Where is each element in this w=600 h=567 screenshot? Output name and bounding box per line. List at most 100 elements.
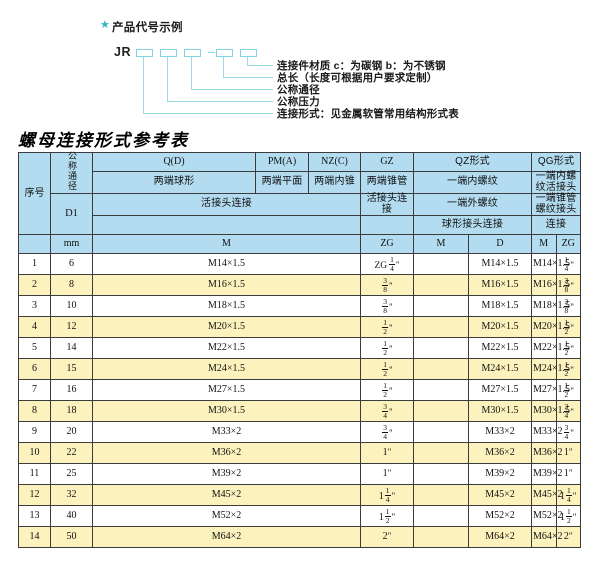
header-unit-mm: mm [50, 234, 93, 254]
header-row-desc: 两端球形 两端平面 两端内锥 两端锥管 一端内螺纹 一端内螺纹活接头 [19, 171, 581, 194]
cell-seq: 12 [18, 484, 51, 506]
cell-thread-m: M36×2 [92, 442, 361, 464]
cell-seq: 5 [18, 337, 51, 359]
header-connect-qg: 连接 [531, 215, 581, 235]
header-desc-qg: 一端内螺纹活接头 [531, 171, 581, 194]
table-row: 13 40 M52×2 1 1 2 " M52×2 M52×2 1 1 2 " [18, 505, 581, 527]
cell-qg-m: M27×1.5 [531, 379, 570, 401]
cell-seq: 14 [18, 526, 51, 548]
header-desc-qd: 两端球形 [92, 171, 256, 194]
cell-qz-d: M36×2 [468, 442, 532, 464]
cell-gz-zg: 2" [360, 526, 414, 548]
cell-qz-m [413, 421, 469, 443]
cell-seq: 10 [18, 442, 51, 464]
code-box-4 [216, 49, 233, 57]
cell-gz-zg: 3 8 " [360, 274, 414, 296]
header-row-connect: 球形接头连接 连接 [19, 215, 581, 235]
header-type-qd: Q(D) [92, 152, 256, 172]
cell-gz-zg: 3 4 " [360, 421, 414, 443]
header-dn: 公称通径 [50, 151, 93, 194]
cell-qg-m: M39×2 [531, 463, 563, 485]
cell-qg-m: M16×1.5 [531, 274, 570, 296]
cell-seq: 4 [18, 316, 51, 338]
table-row: 1 6 M14×1.5 ZG 1 4 " M14×1.5 M14×1.5 1 4 " [18, 253, 581, 275]
header-desc-qz: 一端内螺纹 [413, 171, 532, 194]
table-row: 11 25 M39×2 1" M39×2 M39×2 1" [18, 463, 581, 485]
cell-qz-d: M27×1.5 [468, 379, 532, 401]
cell-qz-d: M64×2 [468, 526, 532, 548]
cell-gz-zg: 3 4 " [360, 400, 414, 422]
cell-qg-zg: 3 4 " [555, 421, 581, 443]
cell-qg-m: M64×2 [531, 526, 563, 548]
header-unit-qz-m: M [413, 234, 469, 254]
header-unit-qg-m: M [531, 234, 557, 254]
note-total-length: 总长（长度可根据用户要求定制） [277, 72, 438, 84]
header-connect-blank [92, 215, 361, 235]
cell-qg-zg: 1" [555, 442, 581, 464]
cell-qg-m: M52×2 [531, 505, 563, 527]
cell-qz-d: M45×2 [468, 484, 532, 506]
code-box-2 [160, 49, 177, 57]
header-type-nzc: NZ(C) [308, 152, 361, 172]
cell-qz-m [413, 274, 469, 296]
cell-qz-d: M30×1.5 [468, 400, 532, 422]
cell-thread-m: M30×1.5 [92, 400, 361, 422]
cell-thread-m: M33×2 [92, 421, 361, 443]
table-row: 9 20 M33×2 3 4 " M33×2 M33×2 3 4 " [18, 421, 581, 443]
header-type-qg: QG形式 [531, 152, 581, 172]
cell-thread-m: M64×2 [92, 526, 361, 548]
header-joint-gz: 活接头连接 [360, 193, 414, 216]
cell-dn: 15 [50, 358, 93, 380]
cell-thread-m: M52×2 [92, 505, 361, 527]
cell-qz-m [413, 505, 469, 527]
header-desc-nzc: 两端内锥 [308, 171, 361, 194]
cell-dn: 14 [50, 337, 93, 359]
table-row: 5 14 M22×1.5 1 2 " M22×1.5 M22×1.5 1 2 " [18, 337, 581, 359]
header-seq: 序号 [18, 152, 51, 235]
cell-qg-zg: 1 1 4 " [555, 484, 581, 506]
header-seq-label: 序号 [24, 188, 45, 199]
table-row: 10 22 M36×2 1" M36×2 M36×2 1" [18, 442, 581, 464]
table-header: 序号 公称通径 Q(D) PM(A) NZ(C) GZ QZ形式 QG形式 两端… [18, 151, 581, 254]
cell-dn: 12 [50, 316, 93, 338]
header-unit-m-merged: M [92, 234, 361, 254]
cell-qz-d: M20×1.5 [468, 316, 532, 338]
cell-dn: 6 [50, 253, 93, 275]
cell-seq: 6 [18, 358, 51, 380]
cell-seq: 7 [18, 379, 51, 401]
nut-connection-spec-table: 序号 公称通径 Q(D) PM(A) NZ(C) GZ QZ形式 QG形式 两端… [18, 151, 581, 548]
cell-thread-m: M22×1.5 [92, 337, 361, 359]
cell-qz-m [413, 316, 469, 338]
header-connect-gz-blank [360, 215, 414, 235]
cell-dn: 20 [50, 421, 93, 443]
cell-seq: 1 [18, 253, 51, 275]
cell-thread-m: M39×2 [92, 463, 361, 485]
cell-qg-zg: 1 2 " [555, 337, 581, 359]
cell-qz-m [413, 337, 469, 359]
cell-qz-m [413, 400, 469, 422]
cell-qz-d: M22×1.5 [468, 337, 532, 359]
header-unit-seq-blank [18, 234, 51, 254]
cell-qz-d: M33×2 [468, 421, 532, 443]
cell-gz-zg: ZG 1 4 " [360, 253, 414, 275]
cell-dn: 16 [50, 379, 93, 401]
cell-dn: 32 [50, 484, 93, 506]
cell-qg-m: M36×2 [531, 442, 563, 464]
cell-qg-zg: 1 2 " [555, 316, 581, 338]
cell-dn: 25 [50, 463, 93, 485]
cell-gz-zg: 1" [360, 442, 414, 464]
cell-qg-m: M20×1.5 [531, 316, 570, 338]
cell-qz-d: M16×1.5 [468, 274, 532, 296]
cell-qg-zg: 1 4 " [555, 253, 581, 275]
header-unit-qg-zg: ZG [555, 234, 581, 254]
cell-gz-zg: 1 2 " [360, 379, 414, 401]
header-joint-qg: 一端锥管螺纹接头 [531, 193, 581, 216]
code-diagram-heading: 产品代号示例 [112, 22, 183, 34]
cell-qg-m: M22×1.5 [531, 337, 570, 359]
cell-qg-m: M45×2 [531, 484, 563, 506]
table-row: 12 32 M45×2 1 1 4 " M45×2 M45×2 1 1 4 " [18, 484, 581, 506]
star-icon: ★ [100, 19, 110, 31]
cell-thread-m: M45×2 [92, 484, 361, 506]
cell-qg-zg: 2" [555, 526, 581, 548]
cell-gz-zg: 3 8 " [360, 295, 414, 317]
